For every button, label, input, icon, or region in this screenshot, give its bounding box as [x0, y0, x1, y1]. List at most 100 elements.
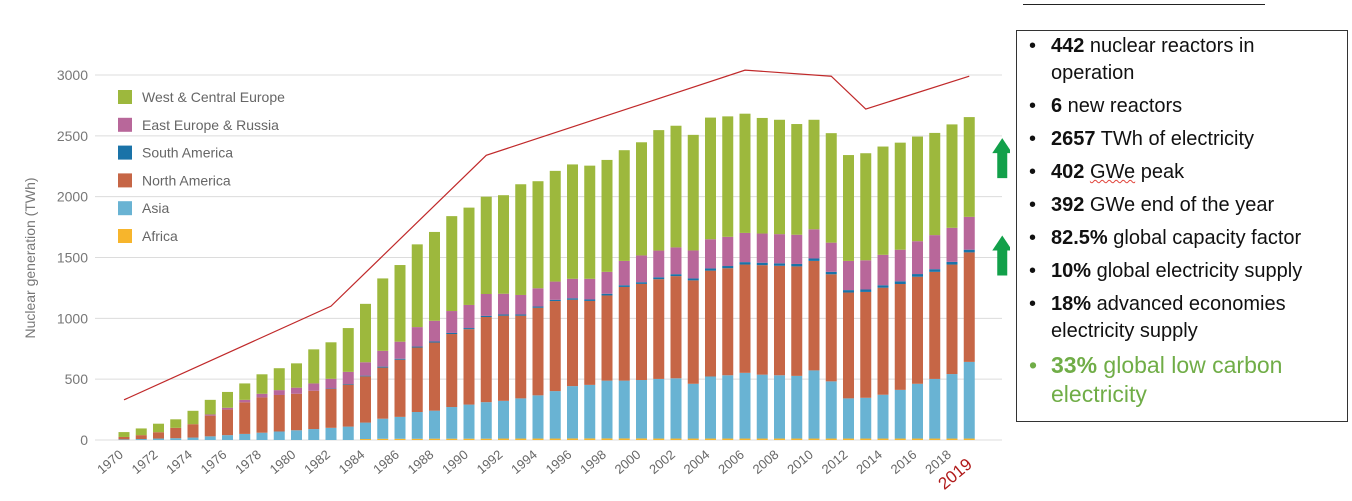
bar-segment	[687, 250, 699, 279]
bar-segment	[929, 269, 941, 272]
fact-text: new reactors	[1062, 95, 1183, 117]
bar-segment	[429, 231, 440, 321]
bar-segment	[204, 415, 216, 437]
bar-segment	[912, 383, 923, 439]
legend-swatch	[118, 145, 132, 160]
bar-segment	[273, 394, 285, 432]
bar-segment	[515, 398, 527, 439]
bar-segment	[584, 384, 596, 439]
fact-value: 33%	[1051, 352, 1098, 378]
bar-segment	[601, 380, 613, 439]
bar-segment	[135, 435, 147, 440]
bar-segment	[377, 367, 389, 419]
bar-segment	[377, 278, 389, 351]
x-tick-label: 1996	[543, 447, 575, 477]
fact-text: advanced economies electricity supply	[1051, 293, 1286, 342]
bar-segment	[653, 130, 665, 251]
bar-segment	[843, 292, 854, 399]
bar-segment	[446, 407, 458, 439]
bar-segment	[601, 295, 613, 381]
bar-segment	[808, 370, 820, 439]
bar-segment	[377, 438, 389, 440]
top-rule	[1023, 4, 1265, 5]
bar-segment	[929, 378, 941, 439]
bar-segment	[446, 216, 458, 312]
trend-line-path	[123, 69, 970, 401]
bar-segment	[291, 430, 302, 440]
fact-value: 402	[1051, 161, 1085, 183]
bar-segment	[739, 438, 751, 440]
bar-segment	[756, 233, 768, 263]
bullet-icon: •	[1029, 352, 1038, 378]
bar-segment	[394, 358, 406, 360]
bar-segment	[774, 263, 785, 266]
bar-segment	[515, 184, 527, 295]
bar-segment	[342, 384, 354, 427]
bar-segment	[325, 388, 337, 428]
bar-segment	[739, 262, 751, 265]
bar-segment	[239, 399, 251, 403]
bar-segment	[567, 386, 578, 439]
bar-segment	[843, 290, 854, 293]
x-tick-label: 2014	[853, 447, 885, 477]
legend-label: West & Central Europe	[142, 89, 285, 105]
y-tick-label: 3000	[57, 67, 88, 83]
bar-segment	[222, 391, 233, 408]
bar-segment	[739, 372, 751, 439]
bar-segment	[843, 260, 854, 291]
bar-segment	[308, 349, 320, 384]
bar-segment	[670, 378, 682, 439]
bar-segment	[774, 234, 785, 264]
bar-segment	[463, 207, 475, 305]
fact-value: 82.5%	[1051, 227, 1108, 249]
bar-segment	[739, 264, 751, 373]
bar-segment	[877, 438, 889, 440]
bar-segment	[480, 315, 492, 317]
bar-segment	[549, 438, 561, 440]
fact-value: 18%	[1051, 293, 1092, 315]
bar-segment	[532, 395, 544, 439]
fact-item: • 6 new reactors	[1025, 93, 1339, 120]
bar-segment	[946, 261, 958, 265]
bar-segment	[325, 427, 337, 440]
bar-segment	[480, 316, 492, 403]
bar-segment	[342, 328, 354, 372]
bar-segment	[929, 438, 941, 440]
bar-segment	[342, 371, 354, 385]
bar-segment	[429, 342, 440, 411]
x-tick-label: 1988	[405, 447, 437, 477]
bar-segment	[204, 399, 216, 415]
bar-segment	[360, 362, 371, 376]
bar-segment	[429, 341, 440, 343]
y-tick-label: 1000	[57, 310, 88, 326]
bar-segment	[705, 239, 716, 269]
x-tick-label: 2000	[612, 447, 644, 477]
bar-segment	[705, 438, 716, 440]
bar-segment	[256, 374, 268, 394]
bar-segment	[549, 170, 561, 282]
bar-segment	[774, 438, 785, 440]
fact-text: GWe peak	[1089, 161, 1185, 183]
legend-swatch	[118, 117, 132, 132]
trend-line	[123, 69, 970, 401]
fact-text: global electricity supply	[1091, 260, 1303, 282]
bar-segment	[239, 402, 251, 434]
bar-segment	[222, 409, 233, 436]
bar-segment	[825, 274, 837, 382]
fact-item: • 392 GWe end of the year	[1025, 192, 1339, 219]
bar-segment	[946, 438, 958, 440]
bar-segment	[515, 314, 527, 316]
bar-segment	[843, 438, 854, 440]
bar-segment	[308, 390, 320, 430]
bar-segment	[429, 410, 440, 439]
bar-segment	[774, 265, 785, 376]
bar-segment	[360, 376, 371, 423]
bar-segment	[567, 299, 578, 387]
x-tick-label: 1978	[232, 447, 264, 477]
x-tick-label: 1986	[370, 447, 402, 477]
fact-text: nuclear reactors in operation	[1051, 35, 1255, 84]
bar-segment	[153, 438, 164, 440]
bar-segment	[480, 294, 492, 316]
bar-segment	[705, 270, 716, 377]
bar-segment	[446, 438, 458, 440]
